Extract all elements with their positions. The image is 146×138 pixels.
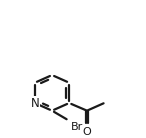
Text: Br: Br xyxy=(71,122,83,132)
Text: O: O xyxy=(83,127,91,137)
Text: N: N xyxy=(31,97,39,110)
